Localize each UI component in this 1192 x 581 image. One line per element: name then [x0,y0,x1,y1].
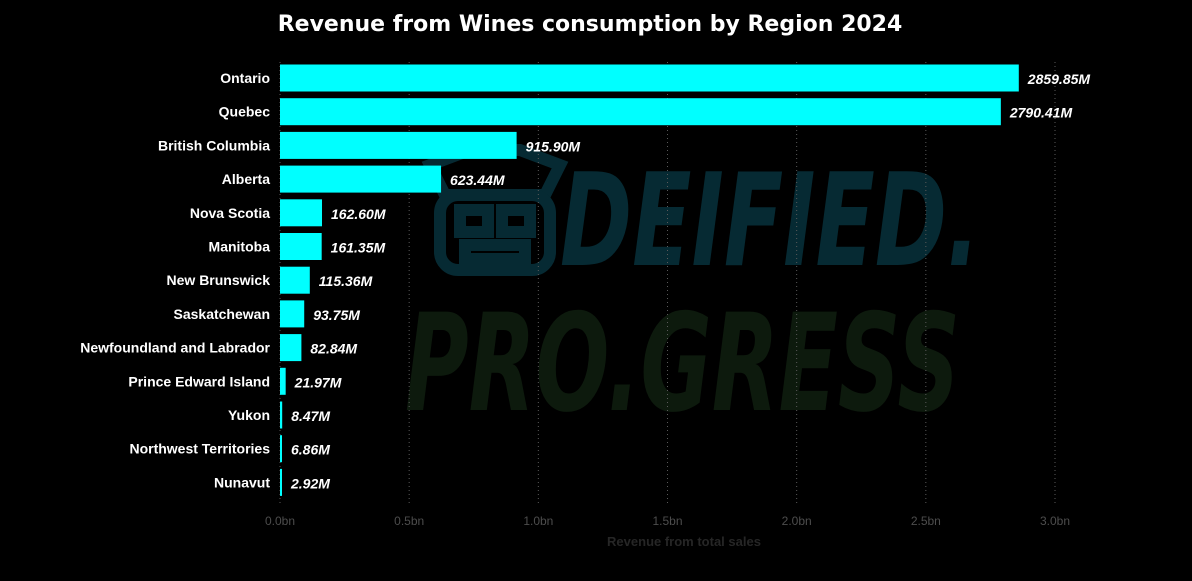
bar [280,435,282,463]
x-tick-label: 2.5bn [911,514,941,528]
x-axis-title: Revenue from total sales [607,534,761,549]
bar [280,300,305,328]
x-tick-label: 0.0bn [265,514,295,528]
data-label: 161.35M [331,240,386,256]
data-label: 21.97M [294,374,342,390]
watermark-line2: PRO.GRESS [405,285,960,442]
category-label: Nunavut [214,474,270,490]
bar [280,334,302,362]
category-label: Saskatchewan [174,306,271,322]
data-label: 623.44M [450,172,505,188]
data-labels: 2859.85M 2790.41M 915.90M 623.44M 162.60M 161… [290,71,1090,491]
x-tick-label: 0.5bn [394,514,424,528]
x-tick-label: 2.0bn [782,514,812,528]
category-labels: Ontario Quebec British Columbia Alberta Nova… [80,70,270,490]
bar [280,367,286,395]
category-label: Ontario [220,70,270,86]
bar [280,266,310,294]
category-label: Prince Edward Island [128,373,270,389]
bar [280,233,322,260]
watermark: DEIFIED. PRO.GRESS [405,144,980,442]
x-tick-label: 1.5bn [652,514,682,528]
x-axis-ticks: 0.0bn 0.5bn 1.0bn 1.5bn 2.0bn 2.5bn 3.0bn [265,514,1070,528]
x-tick-label: 1.0bn [523,514,553,528]
data-label: 2790.41M [1009,105,1073,121]
category-label: Quebec [219,104,271,120]
category-label: Nova Scotia [190,205,270,221]
category-label: Manitoba [209,239,271,255]
bar [280,131,517,159]
bar [280,468,282,496]
category-label: New Brunswick [167,272,271,288]
data-label: 82.84M [310,341,357,357]
tiki-mask-icon [421,144,569,276]
data-label: 6.86M [291,442,330,458]
bars [280,64,1019,496]
data-label: 2859.85M [1027,71,1091,87]
data-label: 162.60M [331,206,386,222]
data-label: 915.90M [526,138,581,154]
data-label: 93.75M [313,307,360,323]
data-label: 115.36M [319,273,373,289]
category-label: Alberta [222,171,270,187]
bar [280,98,1001,126]
category-label: British Columbia [158,137,270,153]
watermark-line1: DEIFIED. [560,147,980,296]
category-label: Newfoundland and Labrador [80,340,270,356]
data-label: 8.47M [291,408,330,424]
category-label: Yukon [228,407,270,423]
x-tick-label: 3.0bn [1040,514,1070,528]
bar [280,199,323,227]
bar [280,165,442,193]
bar [280,64,1019,92]
bar [280,401,283,429]
chart-title: Revenue from Wines consumption by Region… [278,12,903,37]
category-label: Northwest Territories [129,441,270,457]
data-label: 2.92M [290,475,330,491]
